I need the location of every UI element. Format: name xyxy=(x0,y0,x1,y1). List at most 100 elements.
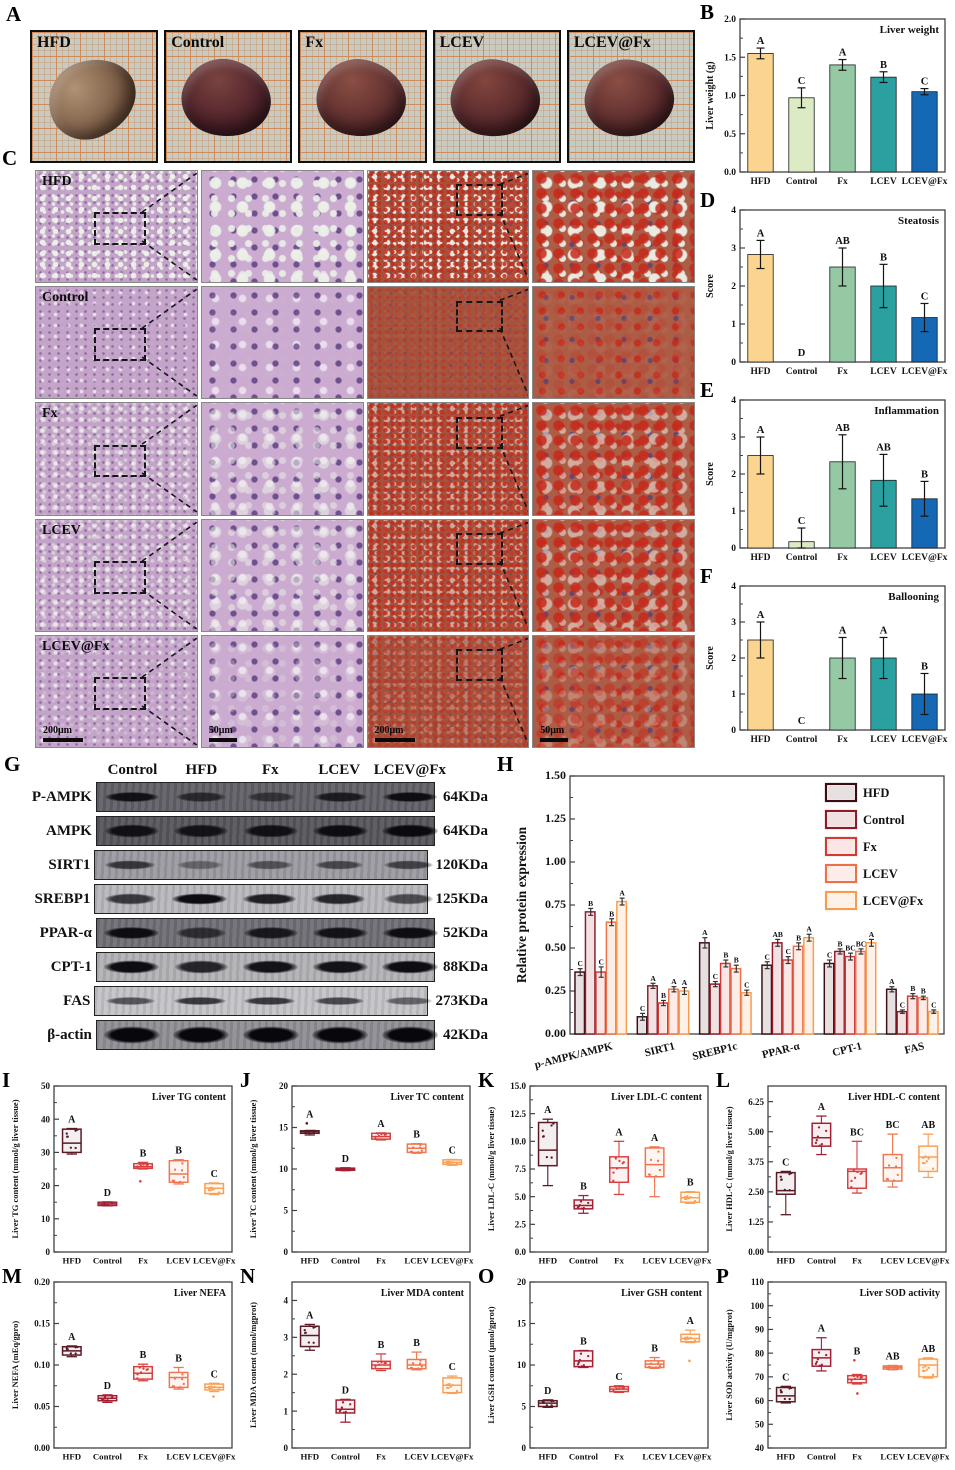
molecular-weight-label: 125KDa xyxy=(435,890,489,907)
svg-text:Score: Score xyxy=(705,462,716,486)
svg-text:LCEV@Fx: LCEV@Fx xyxy=(863,894,924,908)
svg-text:2.5: 2.5 xyxy=(515,1220,527,1230)
svg-text:B: B xyxy=(140,1148,147,1159)
blot-band xyxy=(314,860,364,870)
svg-text:20: 20 xyxy=(41,1181,51,1191)
svg-text:A: A xyxy=(68,1114,76,1125)
scale-bar-line xyxy=(208,737,237,742)
blot-band xyxy=(176,927,227,939)
svg-text:3.75: 3.75 xyxy=(748,1157,764,1167)
svg-text:20: 20 xyxy=(279,1081,289,1091)
svg-text:A: A xyxy=(889,977,895,986)
svg-text:Score: Score xyxy=(705,646,716,670)
chart-ballooning: 0 1 2 3 4 Score Ballooning A HFD C Control A Fx A LCEV… xyxy=(702,579,952,750)
svg-text:10: 10 xyxy=(517,1360,527,1370)
svg-text:Fx: Fx xyxy=(614,1256,624,1266)
svg-text:2: 2 xyxy=(284,1369,289,1379)
scale-bar: 50μm xyxy=(540,725,569,742)
histology-Control-oilred-high-mag xyxy=(532,286,695,400)
svg-text:D: D xyxy=(104,1188,111,1199)
blot-band xyxy=(382,960,438,974)
svg-text:A: A xyxy=(818,1102,826,1113)
svg-text:C: C xyxy=(782,1157,789,1168)
svg-text:B: B xyxy=(175,1353,182,1364)
svg-text:C: C xyxy=(900,1000,905,1009)
blot-band xyxy=(313,824,368,838)
svg-text:Control: Control xyxy=(786,367,818,377)
svg-text:Fx: Fx xyxy=(376,1452,386,1462)
svg-text:C: C xyxy=(449,1362,456,1373)
blot-band xyxy=(383,893,434,905)
svg-text:LCEV: LCEV xyxy=(642,1256,667,1266)
svg-text:LCEV: LCEV xyxy=(880,1256,905,1266)
histology-grid: HFD Control Fx LCEV LCEV@Fx 200μm 50μm 200μm 50μ… xyxy=(35,170,695,748)
blot-band xyxy=(243,824,298,838)
svg-text:LCEV@Fx: LCEV@Fx xyxy=(907,1452,950,1462)
chart-liver-nefa: 0.00 0.05 0.10 0.15 0.20 Liver NEFA (mEq/gpro… xyxy=(8,1276,238,1468)
panel-letter-b: B xyxy=(700,0,715,24)
photo-group-label: Fx xyxy=(305,34,324,51)
blot-band xyxy=(314,792,367,802)
blot-band xyxy=(105,997,155,1005)
liver-photo: LCEV xyxy=(432,30,561,163)
svg-text:LCEV: LCEV xyxy=(642,1452,667,1462)
svg-text:Liver TC content (mmol/g liver: Liver TC content (mmol/g liver tissue) xyxy=(248,1100,258,1239)
svg-text:10.0: 10.0 xyxy=(510,1137,526,1147)
svg-text:40: 40 xyxy=(41,1114,51,1124)
svg-text:SIRT1: SIRT1 xyxy=(643,1040,676,1059)
svg-text:HFD: HFD xyxy=(539,1256,558,1266)
blot-strip xyxy=(95,1020,439,1050)
panel-letter-j: J xyxy=(240,1068,251,1092)
oilred-droplet-texture xyxy=(533,403,694,515)
vacuole-texture xyxy=(201,519,363,631)
scale-bar-line xyxy=(540,737,569,742)
blot-band xyxy=(174,997,226,1005)
svg-text:3: 3 xyxy=(284,1333,289,1343)
svg-text:B: B xyxy=(838,939,843,948)
protein-label: FAS xyxy=(63,992,91,1009)
panel-letter-g: G xyxy=(4,752,21,776)
svg-text:0: 0 xyxy=(46,1247,51,1257)
zoom-region-box xyxy=(93,676,147,710)
blot-band xyxy=(313,927,368,939)
photo-group-label: HFD xyxy=(37,34,71,51)
svg-text:B: B xyxy=(580,1336,587,1347)
blot-band xyxy=(104,927,160,939)
zoom-connector-lines xyxy=(36,403,197,514)
svg-text:Liver LDL-C (mmol/g liver tiss: Liver LDL-C (mmol/g liver tissue) xyxy=(486,1107,496,1232)
svg-text:Liver HDL-C content: Liver HDL-C content xyxy=(848,1092,941,1103)
vacuole-texture xyxy=(201,287,363,399)
svg-text:B: B xyxy=(921,469,928,480)
svg-text:FAS: FAS xyxy=(903,1040,925,1056)
svg-text:LCEV@Fx: LCEV@Fx xyxy=(193,1256,236,1266)
svg-text:A: A xyxy=(806,925,812,934)
svg-text:3: 3 xyxy=(731,433,736,443)
zoom-region-box xyxy=(93,212,147,246)
chart-liver-sod: 40 50 60 70 80 90 100 110 Liver SOD activity (U/… xyxy=(722,1276,952,1468)
histology-LCEV-oilred-high-mag xyxy=(532,518,695,632)
histology-HFD-oilred-high-mag xyxy=(532,170,695,284)
svg-text:LCEV: LCEV xyxy=(404,1452,429,1462)
svg-text:Liver NEFA: Liver NEFA xyxy=(174,1288,227,1299)
svg-text:LCEV: LCEV xyxy=(880,1452,905,1462)
svg-text:50: 50 xyxy=(41,1081,51,1091)
blot-band xyxy=(312,893,366,905)
svg-text:Control: Control xyxy=(786,177,818,187)
svg-text:Liver MDA content (nmol/mgprot: Liver MDA content (nmol/mgprot) xyxy=(248,1302,258,1428)
svg-text:SREBP1c: SREBP1c xyxy=(691,1040,738,1063)
photo-group-label: LCEV@Fx xyxy=(573,34,651,51)
blot-band xyxy=(243,960,299,974)
svg-text:B: B xyxy=(175,1146,182,1157)
svg-text:A: A xyxy=(869,930,875,939)
blot-column-label: Control xyxy=(107,762,158,778)
svg-text:0.0: 0.0 xyxy=(724,168,736,178)
protein-label: P-AMPK xyxy=(31,788,92,805)
svg-text:B: B xyxy=(378,1340,385,1351)
histology-HFD-oilred-low-mag xyxy=(366,170,530,284)
blot-strip xyxy=(95,782,438,812)
svg-text:C: C xyxy=(578,959,583,968)
svg-text:C: C xyxy=(211,1169,218,1180)
scale-bar-line xyxy=(43,737,83,742)
svg-text:C: C xyxy=(827,951,832,960)
svg-text:15: 15 xyxy=(279,1123,289,1133)
